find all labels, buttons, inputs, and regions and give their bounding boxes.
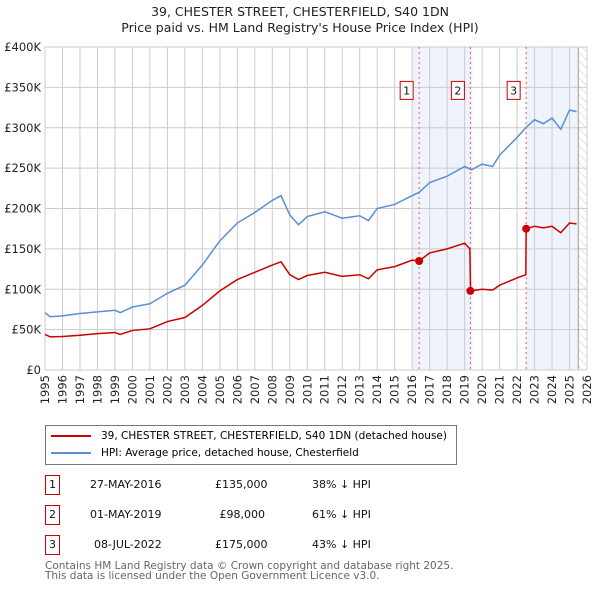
x-tick-label: 2016 [405,375,419,404]
x-tick-label: 2018 [440,375,454,404]
x-tick-label: 2010 [300,375,314,404]
x-tick-label: 1999 [108,375,122,404]
y-tick-label: £300K [4,121,41,135]
x-tick-label: 2007 [248,375,262,404]
chart-title: 39, CHESTER STREET, CHESTERFIELD, S40 1D… [151,4,449,19]
x-tick-label: 2011 [318,375,332,404]
x-tick-label: 2021 [493,375,507,404]
sale-point [522,224,531,233]
sale-date: 01-MAY-2019 [90,508,162,521]
footer-note: Contains HM Land Registry data © Crown c… [45,560,454,582]
legend: 39, CHESTER STREET, CHESTERFIELD, S40 1D… [45,425,457,465]
x-tick-label: 2017 [423,375,437,404]
x-tick-label: 2019 [458,375,472,404]
y-tick-label: £400K [4,40,41,54]
y-tick-label: £200K [4,202,41,216]
x-tick-label: 2006 [230,375,244,404]
x-tick-label: 2008 [265,375,279,404]
x-tick-label: 2005 [213,375,227,404]
series-line [44,109,577,318]
x-tick-label: 2020 [475,375,489,404]
x-tick-label: 2013 [353,375,367,404]
sale-point [466,286,475,295]
sale-price: £98,000 [219,508,266,521]
x-tick-label: 2004 [195,375,209,404]
y-tick-label: £0 [26,363,41,377]
sale-hpi-diff: 43% ↓ HPI [312,538,371,551]
footer-line-2: This data is licensed under the Open Gov… [45,570,380,582]
series-line [44,222,577,338]
x-tick-label: 2001 [143,375,157,404]
sale-marker-box [506,80,521,100]
x-tick-label: 1998 [90,375,104,404]
footer-line-1: Contains HM Land Registry data © Crown c… [45,560,454,572]
x-tick-label: 2014 [370,375,384,404]
x-tick-label: 1997 [73,375,87,404]
sale-hpi-diff: 61% ↓ HPI [312,508,371,521]
x-tick-label: 2022 [510,375,524,404]
sale-marker-text: 2 [454,84,461,97]
sale-point [415,256,424,265]
x-tick-label: 2000 [125,375,139,404]
plot-area: £0 £50K £100K £150K £200K £250K £300K £350K £400… [4,40,594,404]
y-tick-label: £350K [4,80,41,94]
sale-marker-label: 2 [45,505,60,525]
legend-swatch-hpi [51,452,91,454]
sale-marker-box [450,80,465,100]
sale-price: £175,000 [215,538,268,551]
sale-price: £135,000 [215,478,268,491]
x-tick-label: 2009 [283,375,297,404]
sale-marker-box [399,80,414,100]
x-tick-label: 2002 [160,375,174,404]
x-tick-label: 2012 [335,375,349,404]
y-tick-label: £100K [4,282,41,296]
sale-hpi-diff: 38% ↓ HPI [312,478,371,491]
y-tick-label: £50K [12,323,42,337]
x-tick-label: 2015 [388,375,402,404]
y-tick-label: £250K [4,161,41,175]
sale-date: 08-JUL-2022 [94,538,162,551]
legend-label-hpi: HPI: Average price, detached house, Ches… [101,447,359,459]
x-tick-label: 2003 [178,375,192,404]
chart-subtitle: Price paid vs. HM Land Registry's House … [121,20,479,35]
sale-marker-text: 1 [403,84,410,97]
sale-date: 27-MAY-2016 [90,478,162,491]
x-tick-label: 2023 [528,375,542,404]
x-tick-label: 2026 [580,375,594,404]
x-tick-label: 2025 [563,375,577,404]
plot-border [44,46,588,371]
x-tick-label: 1995 [38,375,52,404]
legend-swatch-property [51,435,91,437]
x-tick-label: 2024 [545,375,559,404]
legend-label-property: 39, CHESTER STREET, CHESTERFIELD, S40 1D… [101,430,447,442]
sale-marker-text: 3 [510,84,517,97]
sale-marker-label: 3 [45,535,60,555]
sale-marker-label: 1 [45,475,60,495]
x-tick-label: 1996 [55,375,69,404]
y-tick-label: £150K [4,242,41,256]
